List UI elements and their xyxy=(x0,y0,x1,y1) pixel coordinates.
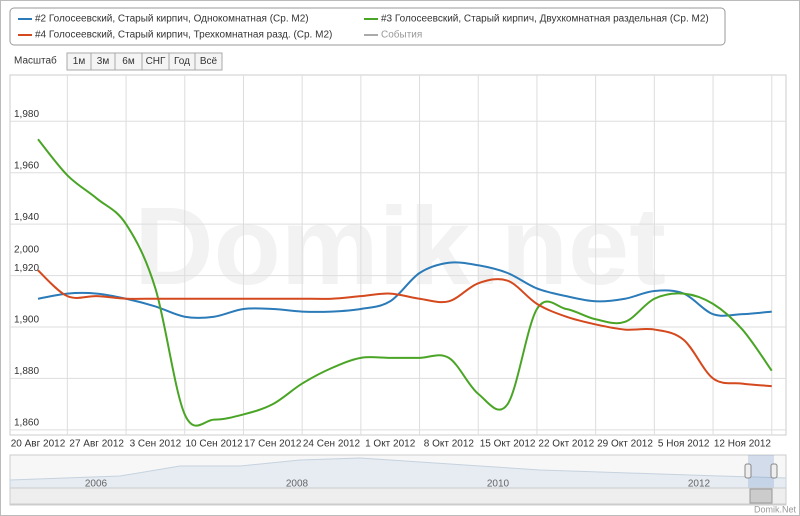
scrollbar-thumb[interactable] xyxy=(749,488,773,504)
navigator-year: 2012 xyxy=(688,479,711,490)
annotation: 2,000 xyxy=(14,245,39,256)
y-tick-label: 1,860 xyxy=(14,417,39,428)
x-tick-label: 20 Авг 2012 xyxy=(11,439,66,450)
y-tick-label: 1,900 xyxy=(14,315,39,326)
plot-border xyxy=(9,74,787,436)
scrollbar[interactable] xyxy=(9,487,787,505)
y-tick-label: 1,960 xyxy=(14,160,39,171)
x-tick-label: 12 Ноя 2012 xyxy=(714,439,772,450)
range-button-label: 1м xyxy=(73,56,86,67)
range-label: Масштаб xyxy=(14,55,57,67)
navigator-year: 2008 xyxy=(286,479,309,490)
navigator-handle[interactable] xyxy=(770,463,778,479)
navigator-year: 2010 xyxy=(487,479,510,490)
legend-box xyxy=(9,7,726,46)
x-tick-label: 3 Сен 2012 xyxy=(130,439,182,450)
x-tick-label: 29 Окт 2012 xyxy=(597,439,653,450)
y-tick-label: 1,880 xyxy=(14,366,39,377)
series-line xyxy=(37,261,772,319)
legend-label: #4 Голосеевский, Старый кирпич, Трехкомн… xyxy=(35,30,332,41)
watermark: Domik.net xyxy=(134,185,666,308)
range-button-label: Всё xyxy=(200,56,218,67)
navigator-year: 2006 xyxy=(85,479,108,490)
series-line xyxy=(37,138,773,427)
legend-label: #3 Голосеевский, Старый кирпич, Двухкомн… xyxy=(381,14,709,25)
x-tick-label: 27 Авг 2012 xyxy=(69,439,124,450)
x-tick-label: 10 Сен 2012 xyxy=(185,439,243,450)
x-tick-label: 22 Окт 2012 xyxy=(538,439,594,450)
range-button-label: 6м xyxy=(122,56,135,67)
range-button-label: Год xyxy=(174,56,190,67)
series-line xyxy=(37,269,772,388)
navigator: 2006 2008 2010 2012 xyxy=(9,454,787,506)
navigator-handle[interactable] xyxy=(744,463,752,479)
x-tick-label: 15 Окт 2012 xyxy=(480,439,536,450)
x-tick-label: 5 Ноя 2012 xyxy=(658,439,710,450)
legend-label: События xyxy=(381,29,422,41)
x-tick-label: 1 Окт 2012 xyxy=(365,439,416,450)
range-button-label: СНГ xyxy=(146,56,166,67)
credit: Domik.Net xyxy=(754,504,797,514)
legend-label: #2 Голосеевский, Старый кирпич, Однокомн… xyxy=(35,14,309,25)
y-tick-label: 1,920 xyxy=(14,263,39,274)
y-tick-label: 1,980 xyxy=(14,109,39,120)
x-tick-label: 17 Сен 2012 xyxy=(244,439,302,450)
range-button[interactable] xyxy=(194,52,223,71)
navigator-area xyxy=(9,457,787,489)
navigator-selection[interactable] xyxy=(748,455,774,488)
x-tick-label: 24 Сен 2012 xyxy=(303,439,361,450)
range-button-label: 3м xyxy=(97,56,110,67)
y-tick-label: 1,940 xyxy=(14,212,39,223)
x-tick-label: 8 Окт 2012 xyxy=(424,439,475,450)
